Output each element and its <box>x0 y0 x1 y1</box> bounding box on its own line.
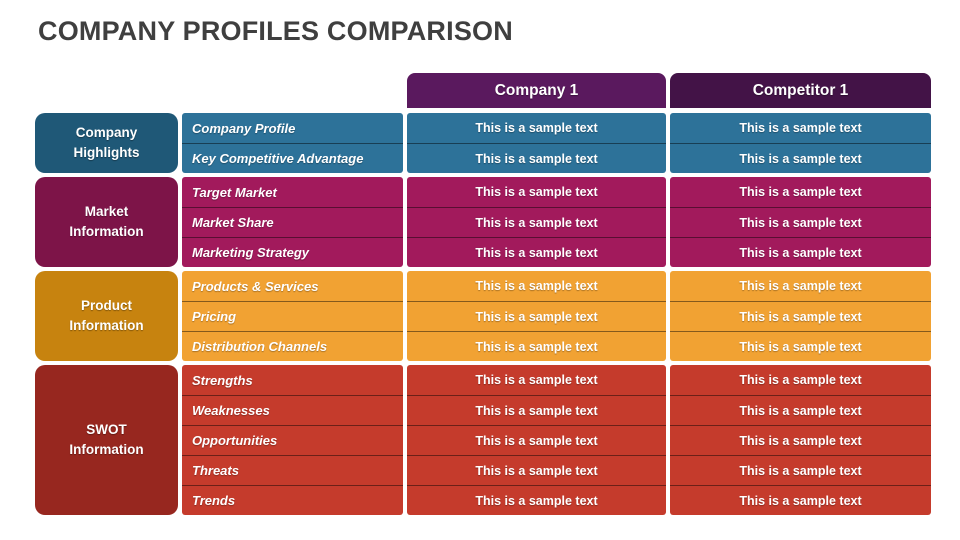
data-stack-market-information: This is a sample text This is a sample te… <box>670 177 931 267</box>
data-cell-company1-market-share: This is a sample text <box>407 207 666 237</box>
data-stack-swot-information: This is a sample text This is a sample te… <box>407 365 666 515</box>
row-label-company-profile: Company Profile <box>182 113 403 143</box>
data-stack-product-information: This is a sample text This is a sample te… <box>407 271 666 361</box>
group-cell-swot-information: SWOT Information <box>35 365 178 515</box>
data-stack-product-information: This is a sample text This is a sample te… <box>670 271 931 361</box>
section-swot-information: SWOT Information Strengths Weaknesses Oppor… <box>35 365 932 515</box>
data-stack-swot-information: This is a sample text This is a sample te… <box>670 365 931 515</box>
header-cell-company1: Company 1 <box>407 73 666 108</box>
data-cell-company1-marketing-strategy: This is a sample text <box>407 237 666 267</box>
data-stack-company-highlights: This is a sample text This is a sample te… <box>407 113 666 173</box>
row-label-products-services: Products & Services <box>182 271 403 301</box>
row-label-threats: Threats <box>182 455 403 485</box>
group-cell-product-information: Product Information <box>35 271 178 361</box>
label-stack-company-highlights: Company Profile Key Competitive Advantage <box>182 113 403 173</box>
data-cell-competitor1-threats: This is a sample text <box>670 455 931 485</box>
data-cell-competitor1-strengths: This is a sample text <box>670 365 931 395</box>
data-cell-company1-opportunities: This is a sample text <box>407 425 666 455</box>
data-cell-company1-target-market: This is a sample text <box>407 177 666 207</box>
data-cell-competitor1-company-profile: This is a sample text <box>670 113 931 143</box>
data-cell-competitor1-opportunities: This is a sample text <box>670 425 931 455</box>
data-cell-competitor1-distribution-channels: This is a sample text <box>670 331 931 361</box>
label-stack-product-information: Products & Services Pricing Distribution C… <box>182 271 403 361</box>
data-cell-company1-company-profile: This is a sample text <box>407 113 666 143</box>
row-label-target-market: Target Market <box>182 177 403 207</box>
row-label-marketing-strategy: Marketing Strategy <box>182 237 403 267</box>
row-label-strengths: Strengths <box>182 365 403 395</box>
data-stack-company-highlights: This is a sample text This is a sample te… <box>670 113 931 173</box>
data-cell-company1-pricing: This is a sample text <box>407 301 666 331</box>
row-label-pricing: Pricing <box>182 301 403 331</box>
section-company-highlights: Company Highlights Company Profile Key Com… <box>35 113 932 173</box>
row-label-weaknesses: Weaknesses <box>182 395 403 425</box>
page-title: COMPANY PROFILES COMPARISON <box>38 16 513 46</box>
data-cell-competitor1-marketing-strategy: This is a sample text <box>670 237 931 267</box>
data-cell-competitor1-weaknesses: This is a sample text <box>670 395 931 425</box>
data-cell-company1-weaknesses: This is a sample text <box>407 395 666 425</box>
row-label-trends: Trends <box>182 485 403 515</box>
data-cell-company1-trends: This is a sample text <box>407 485 666 515</box>
data-cell-competitor1-market-share: This is a sample text <box>670 207 931 237</box>
label-stack-swot-information: Strengths Weaknesses Opportunities Threats T… <box>182 365 403 515</box>
label-stack-market-information: Target Market Market Share Marketing Strat… <box>182 177 403 267</box>
data-cell-competitor1-trends: This is a sample text <box>670 485 931 515</box>
data-cell-competitor1-products-services: This is a sample text <box>670 271 931 301</box>
data-cell-competitor1-pricing: This is a sample text <box>670 301 931 331</box>
header-spacer-group <box>35 73 178 108</box>
row-label-market-share: Market Share <box>182 207 403 237</box>
header-spacer-labels <box>182 73 403 108</box>
data-cell-company1-products-services: This is a sample text <box>407 271 666 301</box>
data-cell-competitor1-target-market: This is a sample text <box>670 177 931 207</box>
table-body: Company Highlights Company Profile Key Com… <box>35 113 932 515</box>
section-market-information: Market Information Target Market Market Sh… <box>35 177 932 267</box>
row-label-opportunities: Opportunities <box>182 425 403 455</box>
data-stack-market-information: This is a sample text This is a sample te… <box>407 177 666 267</box>
data-cell-competitor1-key-competitive-advantage: This is a sample text <box>670 143 931 173</box>
header-cell-competitor1: Competitor 1 <box>670 73 931 108</box>
group-cell-market-information: Market Information <box>35 177 178 267</box>
group-cell-company-highlights: Company Highlights <box>35 113 178 173</box>
data-cell-company1-strengths: This is a sample text <box>407 365 666 395</box>
row-label-key-competitive-advantage: Key Competitive Advantage <box>182 143 403 173</box>
comparison-table: Company 1 Competitor 1 Company Highlight… <box>35 73 932 515</box>
header-row: Company 1 Competitor 1 <box>35 73 932 108</box>
row-label-distribution-channels: Distribution Channels <box>182 331 403 361</box>
data-cell-company1-threats: This is a sample text <box>407 455 666 485</box>
section-product-information: Product Information Products & Services Pr… <box>35 271 932 361</box>
data-cell-company1-key-competitive-advantage: This is a sample text <box>407 143 666 173</box>
data-cell-company1-distribution-channels: This is a sample text <box>407 331 666 361</box>
